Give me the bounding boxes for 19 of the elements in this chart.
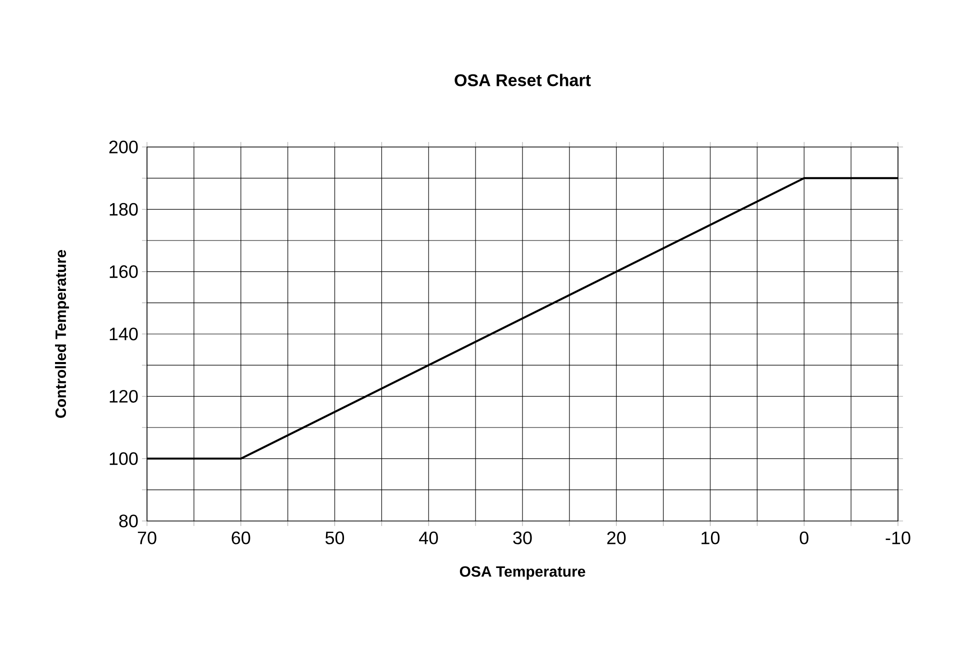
y-axis-title: Controlled Temperature <box>55 250 69 418</box>
x-tick-label: 50 <box>325 532 344 544</box>
y-tick-label: 140 <box>110 328 138 340</box>
x-tick-label: 0 <box>800 532 808 544</box>
x-axis-title: OSA Temperature <box>460 566 586 580</box>
x-tick-label: 40 <box>419 532 438 544</box>
y-tick-label: 160 <box>110 265 138 278</box>
x-tick-label: 70 <box>138 532 156 544</box>
chart-title: OSA Reset Chart <box>454 74 591 86</box>
x-tick-label: 10 <box>702 532 720 544</box>
x-tick-label: 20 <box>607 532 626 544</box>
y-tick-label: 200 <box>109 140 138 154</box>
y-tick-label: 180 <box>110 202 138 216</box>
y-tick-label: 100 <box>110 452 138 466</box>
x-tick-label: 60 <box>232 532 250 544</box>
x-tick-label: 30 <box>513 532 532 544</box>
y-tick-label: 80 <box>119 514 138 528</box>
x-tick-label: -10 <box>886 532 910 544</box>
y-tick-label: 120 <box>110 390 138 403</box>
